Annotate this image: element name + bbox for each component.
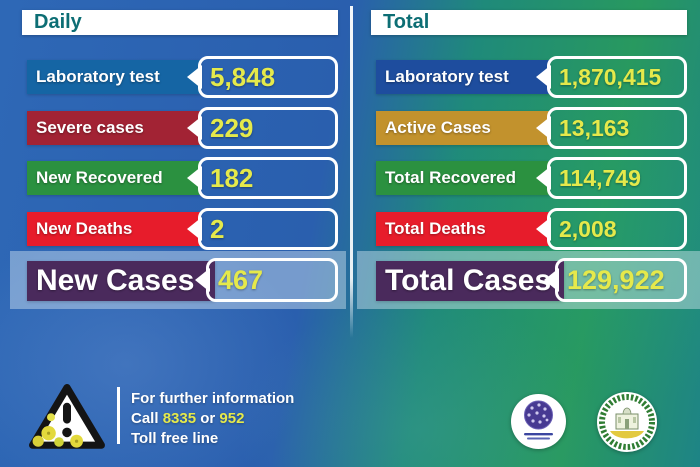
stat-row-daily-new-cases: New Cases 467 xyxy=(27,258,338,302)
stat-label-bar: New Recovered xyxy=(27,161,201,195)
total-header-label: Total xyxy=(383,11,430,33)
stat-label: New Deaths xyxy=(36,219,133,238)
left-arrow-icon xyxy=(187,65,202,89)
footer-line2: Call 8335 or 952 xyxy=(131,409,294,429)
footer-line1: For further information xyxy=(131,390,295,407)
total-column: Total Laboratory test 1,870,415 Active C… xyxy=(357,0,700,467)
stat-value: 5,848 xyxy=(210,61,276,92)
stat-label-bar: Active Cases xyxy=(376,111,550,145)
hotline-number-2: 952 xyxy=(219,410,245,427)
left-arrow-icon xyxy=(544,268,559,292)
stat-label: New Cases xyxy=(36,264,195,297)
stat-row-daily-severe-cases: Severe cases 229 xyxy=(27,107,338,149)
daily-header: Daily xyxy=(22,10,338,35)
stat-label: Total Deaths xyxy=(385,219,486,238)
stat-label: Total Cases xyxy=(385,264,552,297)
left-arrow-icon xyxy=(536,116,551,140)
stat-value: 2 xyxy=(210,213,225,244)
footer-divider xyxy=(117,387,120,444)
left-arrow-icon xyxy=(187,217,202,241)
stat-label: Laboratory test xyxy=(385,67,509,86)
stat-label-bar: Total Cases xyxy=(376,261,564,301)
stat-value-box: 229 xyxy=(187,107,338,149)
daily-column: Daily Laboratory test 5,848 Severe cases… xyxy=(10,0,346,467)
stat-label-bar: Laboratory test xyxy=(376,60,550,94)
stat-row-daily-new-recovered: New Recovered 182 xyxy=(27,157,338,199)
left-arrow-icon xyxy=(536,166,551,190)
stat-row-daily-new-deaths: New Deaths 2 xyxy=(27,208,338,250)
stat-label: Severe cases xyxy=(36,118,144,137)
stat-label-bar: Laboratory test xyxy=(27,60,201,94)
stat-row-total-recovered: Total Recovered 114,749 xyxy=(376,157,687,199)
stat-label-bar: Total Deaths xyxy=(376,212,550,246)
stat-value: 13,163 xyxy=(559,114,630,141)
column-divider xyxy=(350,6,353,338)
call-word: Call xyxy=(131,410,163,427)
left-arrow-icon xyxy=(536,217,551,241)
stat-row-daily-laboratory-test: Laboratory test 5,848 xyxy=(27,56,338,98)
stat-value-box: 2 xyxy=(187,208,338,250)
stat-value-box: 129,922 xyxy=(544,258,687,302)
total-header: Total xyxy=(371,10,687,35)
stat-value-box: 2,008 xyxy=(536,208,687,250)
stat-value-box: 1,870,415 xyxy=(536,56,687,98)
stat-row-total-cases: Total Cases 129,922 xyxy=(376,258,687,302)
footer-line3: Toll free line xyxy=(131,430,219,447)
hotline-number-1: 8335 xyxy=(162,410,197,427)
stat-value-box: 13,163 xyxy=(536,107,687,149)
stat-value: 1,870,415 xyxy=(559,63,662,90)
stat-value-box: 467 xyxy=(195,258,338,302)
or-word: or xyxy=(196,410,220,427)
left-arrow-icon xyxy=(195,268,210,292)
stat-value: 229 xyxy=(210,112,254,143)
virus-warning-triangle-icon xyxy=(27,382,107,450)
public-health-institute-globe-logo xyxy=(511,394,566,449)
stat-value-box: 114,749 xyxy=(536,157,687,199)
stat-value-box: 5,848 xyxy=(187,56,338,98)
stat-label: Active Cases xyxy=(385,118,491,137)
left-arrow-icon xyxy=(187,166,202,190)
daily-header-label: Daily xyxy=(34,11,82,33)
stat-label-bar: Severe cases xyxy=(27,111,201,145)
stat-value-box: 182 xyxy=(187,157,338,199)
stat-label: New Recovered xyxy=(36,168,163,187)
stat-value: 182 xyxy=(210,162,254,193)
stat-value: 467 xyxy=(218,264,264,295)
ministry-of-health-seal-logo xyxy=(597,392,657,452)
stat-label-bar: Total Recovered xyxy=(376,161,550,195)
stat-row-total-active-cases: Active Cases 13,163 xyxy=(376,107,687,149)
stat-row-total-laboratory-test: Laboratory test 1,870,415 xyxy=(376,56,687,98)
stat-value: 114,749 xyxy=(559,164,641,191)
footer-info-text: For further information Call 8335 or 952… xyxy=(131,389,294,449)
left-arrow-icon xyxy=(187,116,202,140)
stat-label: Total Recovered xyxy=(385,168,517,187)
stat-value: 2,008 xyxy=(559,215,617,242)
stat-label-bar: New Cases xyxy=(27,261,215,301)
left-arrow-icon xyxy=(536,65,551,89)
stat-value: 129,922 xyxy=(567,264,665,295)
stat-label-bar: New Deaths xyxy=(27,212,201,246)
stat-row-total-deaths: Total Deaths 2,008 xyxy=(376,208,687,250)
stat-label: Laboratory test xyxy=(36,67,160,86)
